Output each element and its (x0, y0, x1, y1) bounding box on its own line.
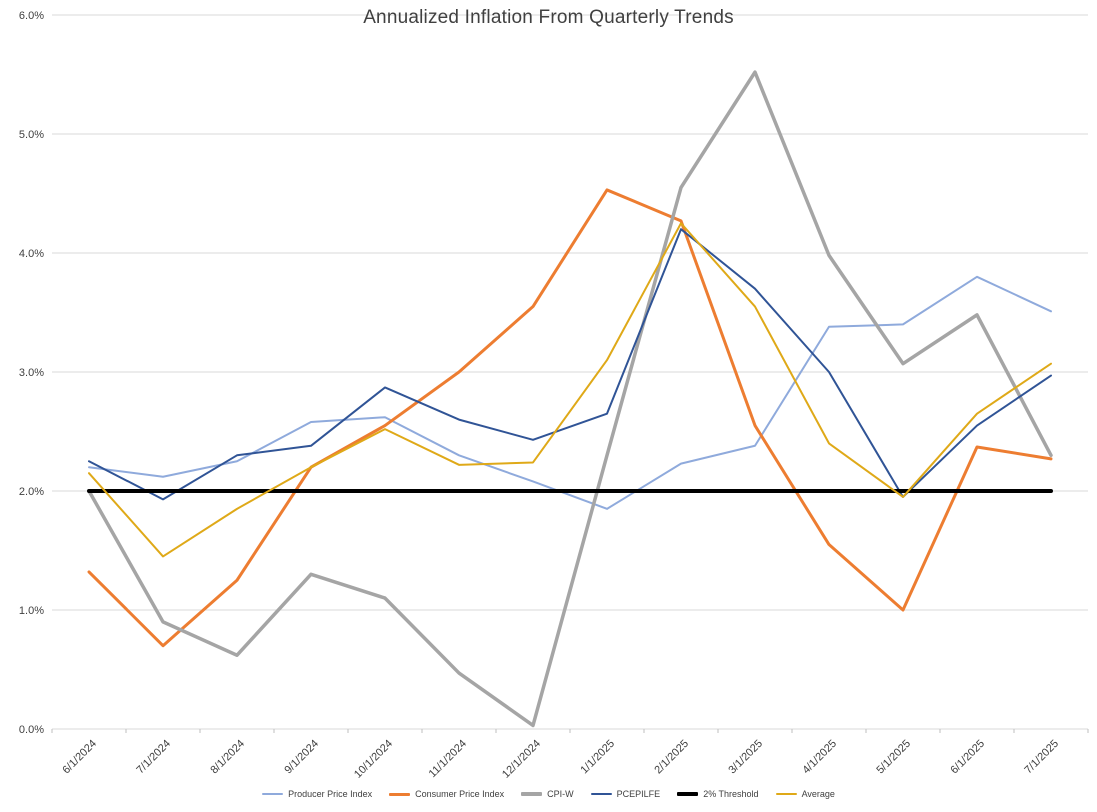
y-axis-label: 2.0% (19, 486, 44, 498)
x-axis-label: 2/1/2025 (652, 738, 691, 777)
series-line-pcepilfe[interactable] (88, 228, 1052, 501)
x-axis-label: 3/1/2025 (726, 738, 765, 777)
chart-title: Annualized Inflation From Quarterly Tren… (363, 7, 734, 28)
x-axis-label: 7/1/2025 (1022, 738, 1061, 777)
legend-item-producer-price-index[interactable]: Producer Price Index (262, 789, 372, 799)
legend-item-consumer-price-index[interactable]: Consumer Price Index (389, 789, 504, 799)
series-line-cpi-w[interactable] (87, 70, 1053, 728)
x-axis-label: 6/1/2025 (948, 738, 987, 777)
y-axis-label: 1.0% (19, 605, 44, 617)
y-axis-label: 4.0% (19, 248, 44, 260)
x-axis-label: 4/1/2025 (800, 738, 839, 777)
y-axis-label: 3.0% (19, 367, 44, 379)
legend-label: Consumer Price Index (415, 789, 505, 799)
legend-item-2-threshold[interactable]: 2% Threshold (677, 789, 759, 799)
series-line-consumer-price-index[interactable] (87, 188, 1053, 648)
legend-label: Producer Price Index (288, 789, 373, 799)
x-axis-label: 12/1/2024 (500, 738, 543, 781)
legend-swatch-cpi-w (521, 792, 543, 796)
legend-swatch-consumer-price-index (389, 792, 411, 796)
legend-label: PCEPILFE (616, 789, 661, 799)
y-axis-label: 6.0% (19, 10, 44, 22)
x-axis-label: 8/1/2024 (208, 738, 247, 777)
series-line-average[interactable] (88, 222, 1052, 558)
legend-item-cpi-w[interactable]: CPI-W (521, 789, 574, 799)
legend: Producer Price Index Consumer Price Index… (0, 789, 1097, 799)
x-axis-label: 6/1/2024 (60, 738, 99, 777)
series-line-producer-price-index[interactable] (88, 275, 1052, 510)
legend-item-pcepilfe[interactable]: PCEPILFE (590, 789, 661, 799)
y-axis-label: 0.0% (19, 724, 44, 736)
legend-label: CPI-W (547, 789, 574, 799)
x-axis-label: 9/1/2024 (282, 738, 321, 777)
legend-swatch-average (775, 793, 797, 795)
legend-label: 2% Threshold (703, 789, 759, 799)
legend-label: Average (801, 789, 835, 799)
x-axis-label: 7/1/2024 (134, 738, 173, 777)
x-axis-label: 5/1/2025 (874, 738, 913, 777)
legend-swatch-pcepilfe (590, 793, 612, 795)
x-axis-label: 1/1/2025 (578, 738, 617, 777)
x-axis-label: 10/1/2024 (352, 738, 395, 781)
legend-swatch-2-threshold (677, 792, 699, 796)
legend-item-average[interactable]: Average (775, 789, 835, 799)
x-axis-label: 11/1/2024 (427, 738, 470, 781)
legend-swatch-producer-price-index (262, 793, 284, 795)
y-axis-label: 5.0% (19, 129, 44, 141)
